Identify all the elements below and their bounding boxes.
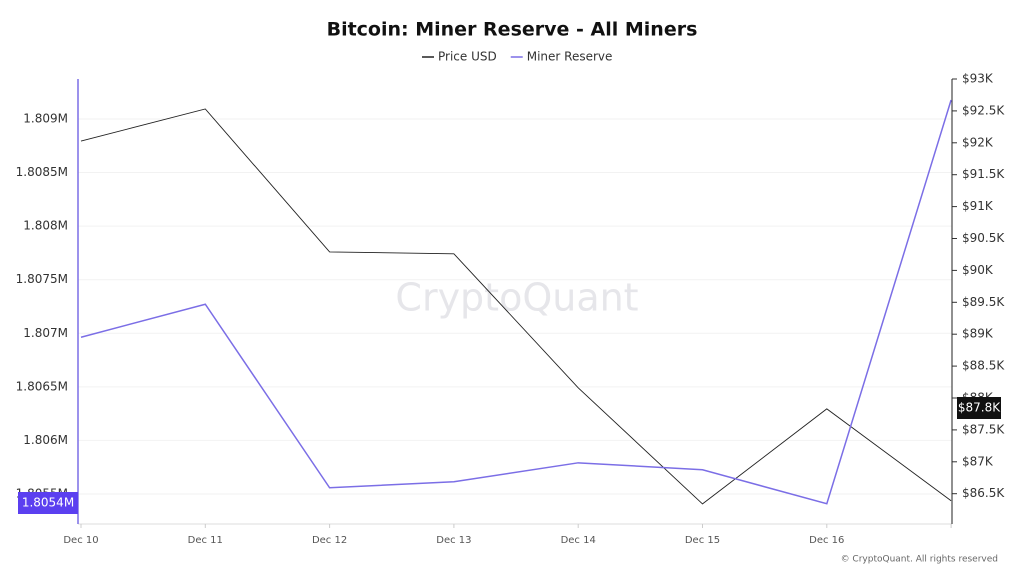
y2-tick-label: $90.5K <box>962 231 1005 245</box>
badge <box>18 492 78 514</box>
series-line <box>80 99 952 505</box>
x-tick-label: Dec 14 <box>561 535 596 546</box>
y2-tick-label: $92.5K <box>962 103 1005 117</box>
y2-tick-label: $92K <box>962 135 994 149</box>
y2-tick-label: $90K <box>962 263 994 277</box>
y2-tick-label: $87K <box>962 454 994 468</box>
badge-label: $87.8K <box>958 401 1001 415</box>
badge-label: 1.8054M <box>22 496 74 510</box>
x-tick-label: Dec 12 <box>312 535 347 546</box>
y-tick-label: 1.8085M <box>16 165 68 179</box>
y2-tick-label: $87.5K <box>962 422 1005 436</box>
y-tick-label: 1.806M <box>23 433 68 447</box>
y2-tick-label: $91.5K <box>962 167 1005 181</box>
y-tick-label: 1.8075M <box>16 272 68 286</box>
footer: © CryptoQuant. All rights reserved <box>841 555 998 565</box>
x-tick-label: Dec 16 <box>809 535 844 546</box>
y-tick-label: 1.807M <box>23 326 68 340</box>
y-tick-label: 1.808M <box>23 219 68 233</box>
x-tick-label: Dec 10 <box>63 535 98 546</box>
x-tick-label: Dec 11 <box>188 535 223 546</box>
chart-title: Bitcoin: Miner Reserve - All Miners <box>327 19 698 41</box>
legend-label: Price USD <box>438 50 497 64</box>
y2-tick-label: $89.5K <box>962 295 1005 309</box>
y2-tick-label: $93K <box>962 72 994 86</box>
y-tick-label: 1.8065M <box>16 379 68 393</box>
legend-label: Miner Reserve <box>527 50 613 64</box>
watermark: CryptoQuant <box>395 276 638 320</box>
x-tick-label: Dec 13 <box>436 535 471 546</box>
series-line <box>80 108 952 505</box>
y2-tick-label: $91K <box>962 199 994 213</box>
x-tick-label: Dec 15 <box>685 535 720 546</box>
y-tick-label: 1.809M <box>23 111 68 125</box>
y2-tick-label: $86.5K <box>962 486 1005 500</box>
y2-tick-label: $88.5K <box>962 359 1005 373</box>
badge <box>957 397 1001 419</box>
y2-tick-label: $89K <box>962 327 994 341</box>
